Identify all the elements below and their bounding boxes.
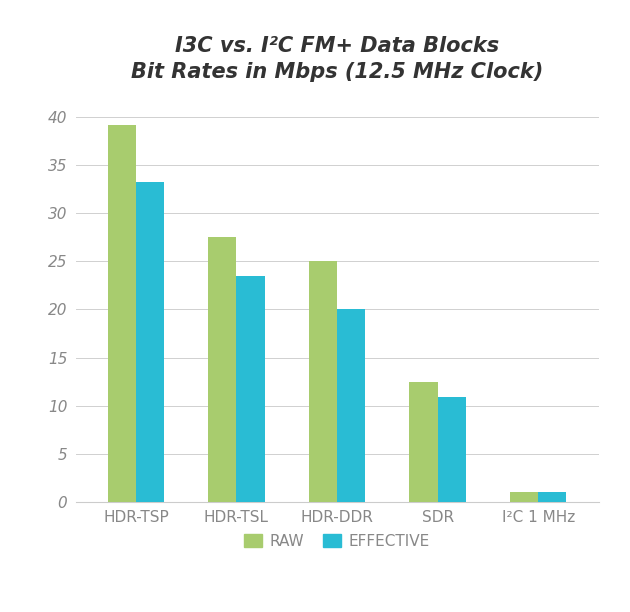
Legend: RAW, EFFECTIVE: RAW, EFFECTIVE (238, 528, 436, 555)
Bar (337, 310, 365, 502)
Bar (538, 492, 566, 502)
Bar (510, 492, 538, 502)
Bar (236, 276, 265, 502)
Bar (108, 125, 136, 502)
Bar (309, 261, 337, 502)
Bar (410, 382, 438, 502)
Bar (438, 397, 466, 502)
Bar (209, 237, 236, 502)
Bar (136, 182, 164, 502)
Title: I3C vs. I²C FM+ Data Blocks
Bit Rates in Mbps (12.5 MHz Clock): I3C vs. I²C FM+ Data Blocks Bit Rates in… (131, 36, 543, 83)
